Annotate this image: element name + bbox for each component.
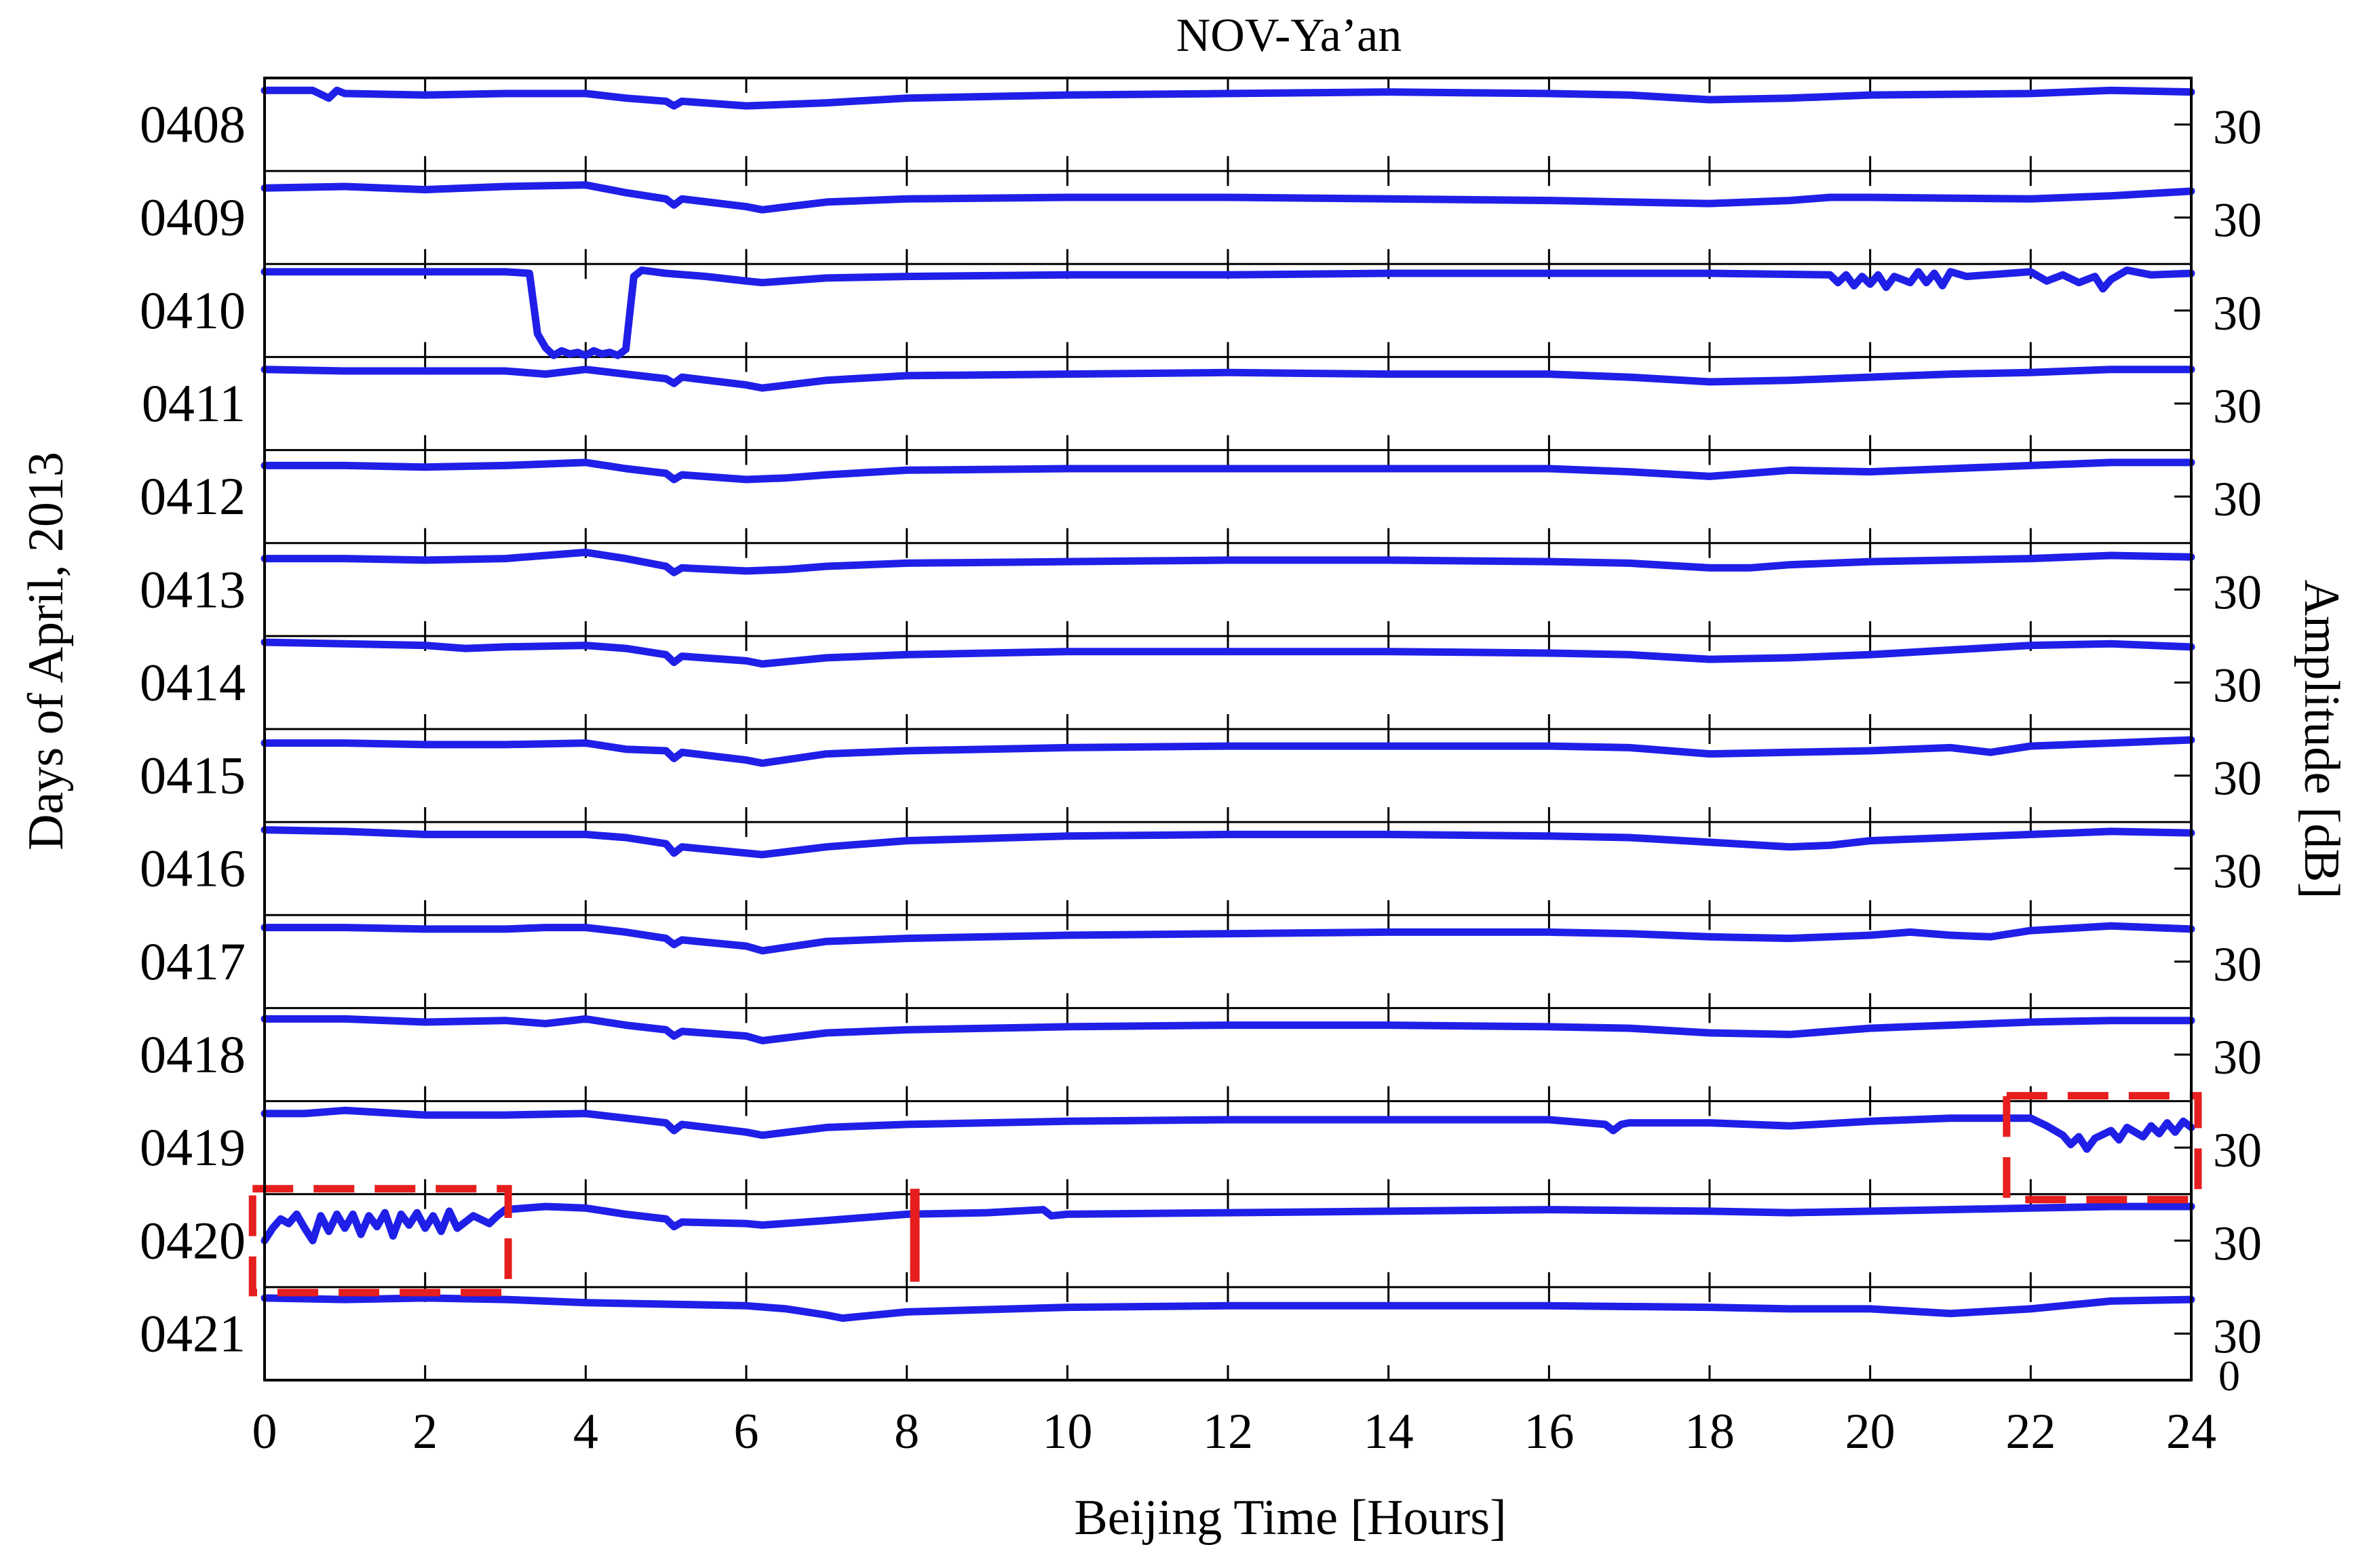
series-group xyxy=(261,86,2195,1322)
x-axis-label: Beijing Time [Hours] xyxy=(1074,1490,1506,1546)
day-label: 0411 xyxy=(142,374,246,433)
series-line-0415 xyxy=(261,736,2195,767)
day-label: 0417 xyxy=(140,932,246,991)
day-label: 0416 xyxy=(140,839,246,898)
series-line-0411 xyxy=(261,366,2195,392)
x-tick-label: 24 xyxy=(2166,1404,2216,1459)
highlight-box xyxy=(2003,1092,2202,1204)
series-line-0414 xyxy=(261,638,2195,668)
right-tick-label: 30 xyxy=(2213,286,2262,340)
series-line-0410 xyxy=(261,266,2195,359)
right-tick-label: 30 xyxy=(2213,379,2262,433)
day-label: 0412 xyxy=(140,467,246,526)
x-tick-label: 0 xyxy=(252,1404,277,1459)
x-tick-group: 0 2 4 6 8 10 12 14 16 18 20 22 24 xyxy=(252,78,2216,1459)
y-axis-left-label: Days of April, 2013 xyxy=(18,452,74,850)
x-tick-label: 22 xyxy=(2005,1404,2056,1459)
day-label: 0409 xyxy=(140,188,246,247)
highlight-box xyxy=(248,1185,512,1297)
x-tick-label: 18 xyxy=(1684,1404,1735,1459)
annotation-group xyxy=(248,1092,2202,1297)
right-tick-label: 30 xyxy=(2213,100,2262,155)
right-tick-label: 30 xyxy=(2213,937,2262,992)
right-tick-label-zero: 0 xyxy=(2218,1352,2240,1400)
series-line-0417 xyxy=(261,922,2195,955)
day-label: 0408 xyxy=(140,95,246,154)
x-tick-label: 2 xyxy=(412,1404,438,1459)
right-tick-label: 30 xyxy=(2213,844,2262,899)
x-tick-label: 10 xyxy=(1042,1404,1092,1459)
right-tick-label: 30 xyxy=(2213,1309,2262,1363)
plot-frame xyxy=(263,77,2193,1381)
chart-title: NOV-Ya’an xyxy=(1176,9,1402,62)
series-line-0409 xyxy=(261,181,2195,214)
series-line-0416 xyxy=(261,826,2195,859)
right-tick-label: 30 xyxy=(2213,472,2262,526)
x-tick-label: 14 xyxy=(1364,1404,1414,1459)
day-label: 0413 xyxy=(140,560,246,619)
day-label: 0410 xyxy=(140,281,246,340)
series-line-0408 xyxy=(261,86,2195,110)
series-line-0419 xyxy=(261,1106,2195,1153)
day-label: 0418 xyxy=(140,1025,246,1084)
x-tick-label: 16 xyxy=(1524,1404,1574,1459)
y-axis-right-label: Amplitude [dB] xyxy=(2294,580,2349,899)
x-tick-label: 4 xyxy=(573,1404,598,1459)
day-label: 0420 xyxy=(140,1211,246,1270)
right-tick-label: 30 xyxy=(2213,193,2262,248)
day-label: 0421 xyxy=(140,1304,246,1363)
series-line-0420 xyxy=(261,1202,2195,1244)
day-label: 0415 xyxy=(140,746,246,805)
series-line-0413 xyxy=(261,548,2195,576)
day-label: 0419 xyxy=(140,1118,246,1177)
right-tick-label: 30 xyxy=(2213,1030,2262,1084)
x-tick-label: 12 xyxy=(1203,1404,1253,1459)
series-line-0418 xyxy=(261,1015,2195,1044)
series-line-0412 xyxy=(261,458,2195,484)
right-tick-label: 30 xyxy=(2213,751,2262,806)
x-tick-label: 6 xyxy=(734,1404,759,1459)
x-tick-label: 20 xyxy=(1845,1404,1895,1459)
right-tick-label: 30 xyxy=(2213,1216,2262,1270)
x-tick-label: 8 xyxy=(894,1404,919,1459)
day-label: 0414 xyxy=(140,652,246,711)
right-tick-label: 30 xyxy=(2213,658,2262,712)
series-line-0421 xyxy=(261,1294,2195,1322)
right-tick-label: 30 xyxy=(2213,1123,2262,1177)
right-tick-label: 30 xyxy=(2213,565,2262,619)
